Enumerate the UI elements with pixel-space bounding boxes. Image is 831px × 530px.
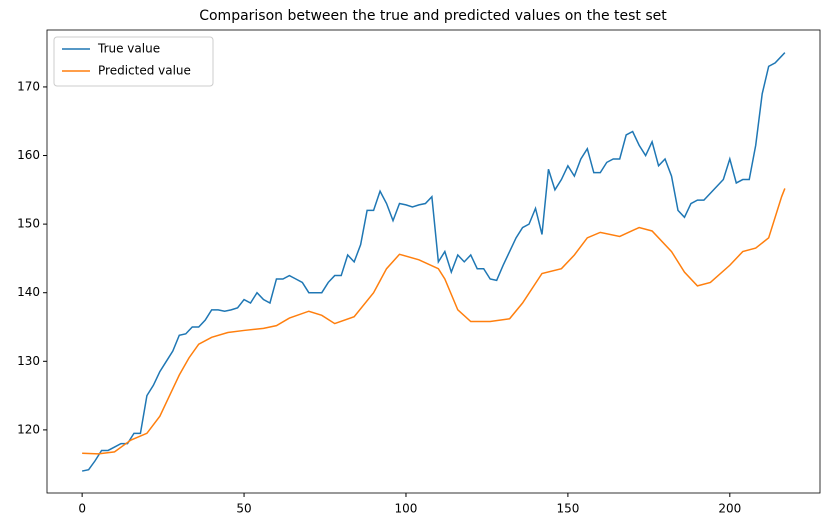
x-tick-label: 50 (236, 502, 251, 516)
x-tick-label: 200 (718, 502, 741, 516)
y-tick-label: 150 (17, 217, 40, 231)
legend-label: True value (97, 42, 160, 56)
y-tick-label: 130 (17, 354, 40, 368)
y-tick-label: 120 (17, 422, 40, 436)
data-line (82, 188, 786, 455)
x-tick-label: 100 (395, 502, 418, 516)
x-tick-label: 0 (78, 502, 86, 516)
data-line (81, 52, 786, 472)
x-tick-label: 150 (556, 502, 579, 516)
legend-box (53, 36, 214, 87)
y-tick-label: 160 (17, 148, 40, 162)
y-tick-label: 140 (17, 285, 40, 299)
legend-label: Predicted value (98, 64, 191, 78)
chart-title: Comparison between the true and predicte… (199, 8, 667, 24)
y-tick-label: 170 (17, 79, 40, 93)
plot-frame (46, 29, 821, 494)
